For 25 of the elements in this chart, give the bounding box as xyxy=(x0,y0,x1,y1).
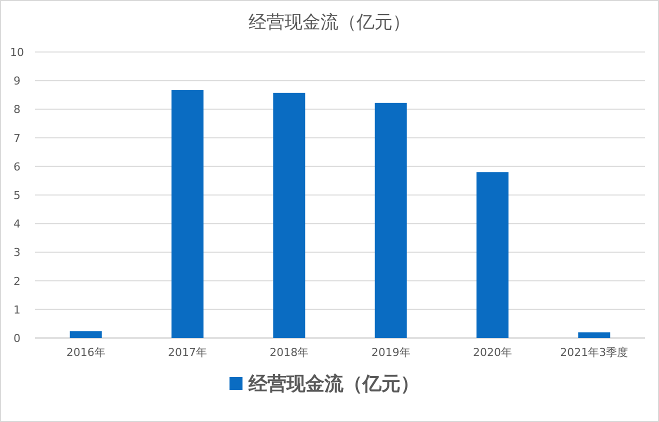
y-tick-label: 10 xyxy=(10,46,24,59)
y-tick-label: 1 xyxy=(14,303,20,316)
y-tick-label: 2 xyxy=(14,274,20,288)
y-tick-label: 3 xyxy=(14,246,20,260)
x-tick-label: 2019年 xyxy=(371,346,410,359)
y-tick-label: 7 xyxy=(14,132,20,145)
bar xyxy=(476,172,508,338)
x-tick-label: 2021年3季度 xyxy=(560,346,628,359)
y-tick-label: 6 xyxy=(14,160,20,174)
y-tick-label: 4 xyxy=(14,218,20,231)
bar xyxy=(70,331,102,338)
bar xyxy=(578,332,610,338)
y-tick-label: 0 xyxy=(14,332,20,345)
chart-title: 经营现金流（亿元） xyxy=(248,12,410,33)
bar xyxy=(273,92,306,338)
y-tick-label: 8 xyxy=(14,103,20,116)
x-tick-label: 2018年 xyxy=(270,346,309,359)
x-tick-label: 2016年 xyxy=(66,346,106,359)
y-tick-label: 5 xyxy=(14,189,20,202)
x-tick-label: 2020年 xyxy=(473,346,512,359)
bar xyxy=(172,90,204,338)
bar xyxy=(374,102,407,338)
legend-label: 经营现金流（亿元） xyxy=(248,373,420,395)
y-tick-label: 9 xyxy=(14,74,20,88)
x-tick-label: 2017年 xyxy=(168,346,207,359)
